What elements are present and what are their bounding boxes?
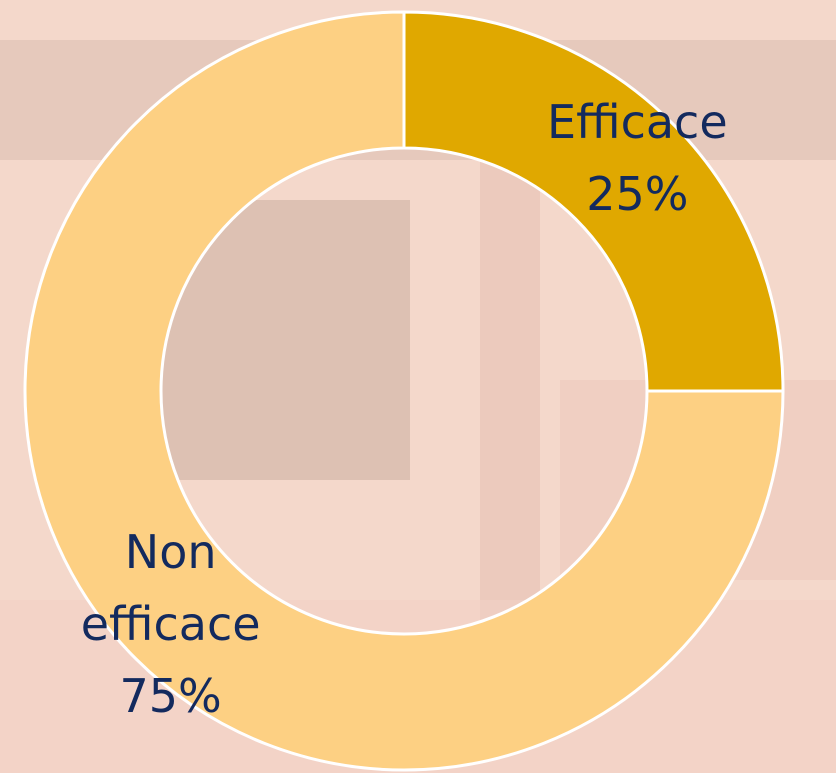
- category-label: Efficace: [512, 86, 762, 158]
- page: (() => { const data = JSON.parse(documen…: [0, 0, 836, 773]
- value-label: 75%: [46, 660, 296, 732]
- category-label: Non efficace: [46, 516, 296, 660]
- value-label: 25%: [512, 158, 762, 230]
